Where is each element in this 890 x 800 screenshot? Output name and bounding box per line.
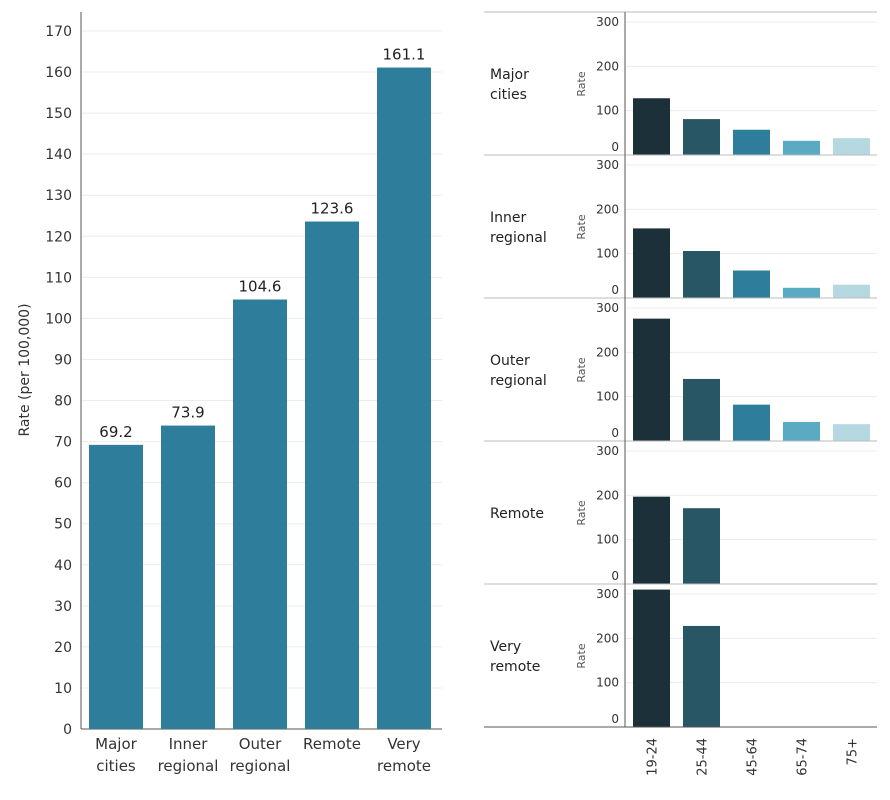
y-tick-label: 200 — [596, 488, 619, 502]
y-tick-label: 90 — [54, 352, 72, 368]
x-tick-label: Inner — [169, 735, 209, 753]
bar — [633, 589, 670, 727]
x-tick-label: cities — [96, 757, 136, 775]
x-tick-label: regional — [158, 757, 219, 775]
bar — [783, 140, 820, 155]
y-axis-label: Rate — [575, 357, 588, 382]
y-tick-label: 170 — [45, 24, 72, 40]
y-tick-label: 70 — [54, 435, 72, 451]
y-tick-label: 300 — [596, 158, 619, 172]
y-axis-label: Rate — [575, 643, 588, 668]
bar — [733, 404, 770, 441]
bar — [783, 421, 820, 441]
y-tick-label: 50 — [54, 517, 72, 533]
y-tick-label: 100 — [596, 533, 619, 547]
y-tick-label: 30 — [54, 599, 72, 615]
x-tick-label: 19-24 — [646, 738, 661, 776]
bar — [683, 378, 720, 441]
y-tick-label: 0 — [611, 283, 619, 297]
y-tick-label: 100 — [596, 104, 619, 118]
bar — [377, 67, 431, 729]
x-tick-label: 45-64 — [746, 738, 761, 776]
y-axis-label: Rate — [575, 500, 588, 525]
x-tick-label: remote — [377, 757, 431, 775]
y-tick-label: 0 — [63, 722, 72, 738]
y-tick-label: 200 — [596, 631, 619, 645]
y-tick-label: 20 — [54, 640, 72, 656]
x-tick-label: 75+ — [846, 738, 861, 765]
y-tick-label: 100 — [596, 676, 619, 690]
y-tick-label: 300 — [596, 301, 619, 315]
y-tick-label: 150 — [45, 106, 72, 122]
y-tick-label: 140 — [45, 147, 72, 163]
x-tick-label: regional — [230, 757, 291, 775]
x-tick-label: Major — [95, 735, 137, 753]
panel-label: Remote — [490, 506, 544, 522]
panel-label: regional — [490, 373, 547, 389]
y-tick-label: 300 — [596, 444, 619, 458]
y-tick-label: 10 — [54, 681, 72, 697]
x-tick-label: Remote — [303, 735, 361, 753]
y-tick-label: 80 — [54, 394, 72, 410]
y-tick-label: 300 — [596, 15, 619, 29]
bar — [633, 98, 670, 155]
y-tick-label: 120 — [45, 229, 72, 245]
bar — [633, 318, 670, 441]
bar — [633, 228, 670, 298]
y-axis-label: Rate — [575, 71, 588, 96]
y-tick-label: 40 — [54, 558, 72, 574]
bar — [833, 284, 870, 298]
bar-value-label: 73.9 — [171, 404, 204, 422]
x-tick-label: 65-74 — [796, 738, 811, 776]
bar-value-label: 123.6 — [311, 200, 354, 218]
bar — [161, 425, 215, 729]
y-axis-label: Rate (per 100,000) — [17, 303, 33, 436]
panel-label: cities — [490, 87, 527, 103]
x-tick-label: 25-44 — [696, 738, 711, 776]
y-tick-label: 100 — [45, 311, 72, 327]
bar — [233, 299, 287, 729]
bar-value-label: 161.1 — [383, 46, 426, 64]
bar — [633, 496, 670, 584]
y-tick-label: 0 — [611, 140, 619, 154]
bar-value-label: 69.2 — [99, 423, 132, 441]
y-tick-label: 0 — [611, 712, 619, 726]
y-tick-label: 100 — [596, 247, 619, 261]
x-tick-label: Outer — [239, 735, 282, 753]
y-axis-label: Rate — [575, 214, 588, 239]
bar — [683, 625, 720, 727]
bar-value-label: 104.6 — [239, 278, 282, 296]
bar — [733, 129, 770, 155]
y-tick-label: 160 — [45, 65, 72, 81]
panel-label: remote — [490, 659, 540, 675]
panel-label: Outer — [490, 353, 530, 369]
bar — [683, 251, 720, 298]
bar — [833, 138, 870, 155]
y-tick-label: 110 — [45, 270, 72, 286]
y-tick-label: 0 — [611, 569, 619, 583]
panel-label: Very — [490, 639, 521, 655]
y-tick-label: 60 — [54, 476, 72, 492]
bar — [733, 270, 770, 298]
y-tick-label: 0 — [611, 426, 619, 440]
y-tick-label: 200 — [596, 59, 619, 73]
y-tick-label: 130 — [45, 188, 72, 204]
y-tick-label: 200 — [596, 202, 619, 216]
panel-label: regional — [490, 230, 547, 246]
y-tick-label: 300 — [596, 587, 619, 601]
bar — [783, 287, 820, 298]
bar — [89, 444, 143, 729]
bar — [683, 119, 720, 155]
panel-label: Inner — [490, 210, 526, 226]
x-tick-label: Very — [387, 735, 420, 753]
bar — [305, 221, 359, 729]
bar — [833, 424, 870, 441]
y-tick-label: 100 — [596, 390, 619, 404]
y-tick-label: 200 — [596, 345, 619, 359]
panel-label: Major — [490, 67, 529, 83]
bar — [683, 508, 720, 584]
